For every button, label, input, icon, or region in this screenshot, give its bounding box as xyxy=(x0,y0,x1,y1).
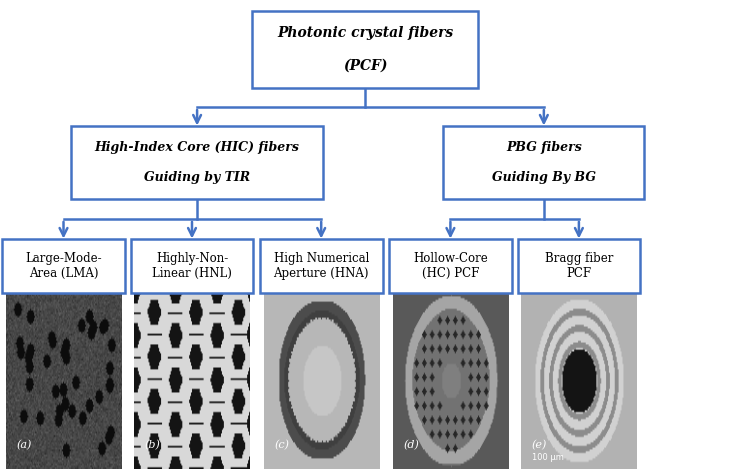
Text: Hollow-Core
(HC) PCF: Hollow-Core (HC) PCF xyxy=(413,252,488,280)
FancyBboxPatch shape xyxy=(518,239,640,293)
FancyBboxPatch shape xyxy=(252,10,478,89)
Text: (b): (b) xyxy=(145,439,161,450)
Text: High Numerical
Aperture (HNA): High Numerical Aperture (HNA) xyxy=(274,252,369,280)
Text: Bragg fiber
PCF: Bragg fiber PCF xyxy=(545,252,613,280)
Text: 100 μm: 100 μm xyxy=(532,453,564,462)
FancyBboxPatch shape xyxy=(444,126,645,199)
Text: Large-Mode-
Area (LMA): Large-Mode- Area (LMA) xyxy=(26,252,101,280)
Text: (a): (a) xyxy=(16,439,32,450)
Text: High-Index Core (HIC) fibers

Guiding by TIR: High-Index Core (HIC) fibers Guiding by … xyxy=(95,141,299,184)
Text: (e): (e) xyxy=(531,439,548,450)
FancyBboxPatch shape xyxy=(131,239,253,293)
Text: PBG fibers

Guiding By BG: PBG fibers Guiding By BG xyxy=(492,141,596,184)
Text: (d): (d) xyxy=(403,439,419,450)
FancyBboxPatch shape xyxy=(389,239,512,293)
Text: Photonic crystal fibers

(PCF): Photonic crystal fibers (PCF) xyxy=(277,26,453,73)
Text: (c): (c) xyxy=(274,439,289,450)
FancyBboxPatch shape xyxy=(2,239,125,293)
FancyBboxPatch shape xyxy=(260,239,383,293)
Text: Highly-Non-
Linear (HNL): Highly-Non- Linear (HNL) xyxy=(152,252,232,280)
FancyBboxPatch shape xyxy=(72,126,323,199)
